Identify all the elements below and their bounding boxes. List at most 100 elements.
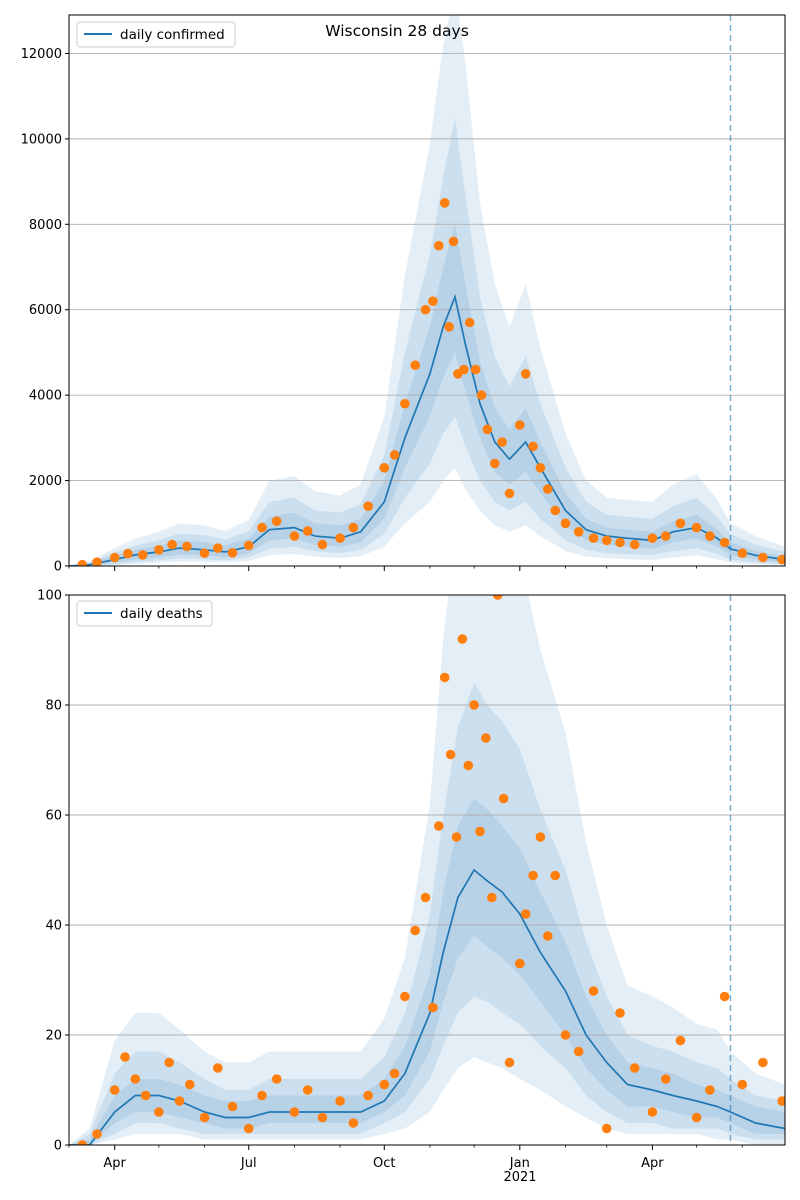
deaths-data-point bbox=[130, 1074, 141, 1084]
deaths-data-point bbox=[719, 991, 730, 1002]
deaths-data-point bbox=[550, 870, 560, 881]
confirmed-data-point bbox=[137, 550, 148, 560]
confirmed-panel: 0 2000 4000 6000 8000 10000 12000 daily confir… bbox=[21, 14, 786, 575]
deaths-data-point bbox=[77, 1140, 88, 1145]
deaths-data-point bbox=[174, 1096, 185, 1106]
confirmed-data-point bbox=[154, 545, 164, 555]
deaths-data-point bbox=[660, 1074, 671, 1084]
deaths-data-point bbox=[199, 1112, 210, 1123]
confirmed-data-point bbox=[647, 533, 658, 543]
confirmed-data-point bbox=[109, 552, 120, 563]
deaths-data-point bbox=[777, 1096, 785, 1106]
confirmed-data-point bbox=[289, 531, 300, 541]
confirmed-data-point bbox=[777, 554, 785, 565]
deaths-data-point bbox=[154, 1107, 164, 1117]
deaths-data-point bbox=[335, 1096, 345, 1106]
confirmed-data-point bbox=[504, 488, 515, 499]
confirmed-data-point bbox=[227, 548, 238, 558]
confirmed-data-point bbox=[348, 522, 359, 533]
deaths-data-point bbox=[120, 1052, 130, 1062]
deaths-data-point bbox=[363, 1090, 373, 1101]
deaths-y-tick-label: 60 bbox=[45, 809, 62, 824]
deaths-data-point bbox=[535, 832, 546, 842]
confirmed-y-ticks: 0 2000 4000 6000 8000 10000 12000 bbox=[21, 47, 69, 575]
deaths-data-point bbox=[185, 1079, 195, 1090]
deaths-data-point bbox=[543, 931, 553, 941]
confirmed-data-point bbox=[629, 539, 640, 550]
deaths-data-point bbox=[348, 1118, 359, 1128]
confirmed-data-point bbox=[439, 198, 450, 208]
confirmed-legend-box bbox=[76, 21, 236, 48]
deaths-data-point bbox=[379, 1079, 390, 1090]
x-tick-label: Jan bbox=[509, 1156, 530, 1171]
deaths-axes-frame bbox=[68, 594, 786, 1146]
confirmed-data-point bbox=[588, 533, 599, 543]
deaths-legend: daily deaths bbox=[76, 600, 213, 627]
deaths-data-point bbox=[588, 986, 599, 996]
confirmed-data-point bbox=[167, 539, 177, 550]
deaths-data-point bbox=[317, 1112, 328, 1123]
confirmed-data-point bbox=[705, 531, 715, 541]
deaths-series-line bbox=[69, 868, 785, 1145]
confirmed-data-point bbox=[92, 557, 102, 566]
deaths-data-point bbox=[520, 909, 531, 919]
confirmed-data-point bbox=[675, 518, 686, 529]
confirmed-data-point bbox=[428, 296, 438, 307]
confirmed-data-point bbox=[476, 390, 487, 400]
confirmed-data-point bbox=[182, 541, 192, 552]
x-axis-year-label: 2021 bbox=[503, 1170, 536, 1185]
confirmed-data-point bbox=[213, 543, 223, 553]
deaths-scatter-points bbox=[77, 595, 785, 1145]
confirmed-data-point bbox=[560, 518, 571, 529]
deaths-data-point bbox=[487, 892, 497, 903]
deaths-y-tick-label: 0 bbox=[54, 1139, 62, 1154]
confirmed-data-point bbox=[615, 537, 625, 548]
deaths-band-mid bbox=[69, 683, 785, 1145]
confirmed-data-point bbox=[271, 516, 282, 526]
confirmed-y-tick-label: 4000 bbox=[29, 389, 62, 404]
confirmed-data-point bbox=[448, 236, 459, 247]
deaths-data-point bbox=[243, 1123, 254, 1134]
confirmed-data-point bbox=[363, 501, 373, 512]
confirmed-data-point bbox=[535, 463, 546, 473]
deaths-data-point bbox=[213, 1063, 223, 1073]
deaths-data-point bbox=[705, 1085, 715, 1095]
deaths-data-point bbox=[257, 1090, 267, 1101]
confirmed-data-point bbox=[520, 369, 531, 379]
deaths-data-point bbox=[737, 1079, 748, 1090]
deaths-data-point bbox=[389, 1068, 400, 1079]
deaths-y-tick-label: 20 bbox=[45, 1029, 62, 1044]
deaths-panel: 0 20 40 60 80 100 Apr Jul Oct Jan Apr daily death… bbox=[37, 589, 786, 1185]
x-tick-label: Apr bbox=[103, 1156, 126, 1171]
confirmed-data-point bbox=[470, 364, 481, 375]
deaths-data-point bbox=[227, 1101, 238, 1112]
confirmed-data-point bbox=[302, 526, 313, 536]
confirmed-legend-label: daily confirmed bbox=[120, 27, 225, 43]
deaths-data-point bbox=[451, 832, 462, 842]
deaths-data-point bbox=[140, 1090, 151, 1101]
confirmed-data-point bbox=[389, 450, 400, 460]
deaths-data-point bbox=[439, 672, 450, 683]
confirmed-data-point bbox=[543, 484, 553, 494]
confirmed-data-point bbox=[379, 463, 390, 473]
deaths-data-point bbox=[271, 1074, 282, 1084]
confirmed-data-point bbox=[77, 559, 88, 566]
confirmed-data-point bbox=[410, 360, 421, 371]
deaths-data-point bbox=[691, 1112, 702, 1123]
deaths-data-point bbox=[515, 958, 525, 969]
confirmed-data-point bbox=[719, 537, 730, 548]
confirmed-data-point bbox=[444, 322, 454, 332]
deaths-y-tick-label: 80 bbox=[45, 699, 62, 714]
deaths-data-point bbox=[109, 1085, 120, 1095]
confirmed-data-point bbox=[335, 533, 345, 543]
x-tick-label: Oct bbox=[373, 1156, 395, 1171]
deaths-y-tick-label: 100 bbox=[37, 589, 62, 604]
deaths-data-point bbox=[758, 1057, 768, 1068]
deaths-data-point bbox=[629, 1063, 640, 1073]
confirmed-y-tick-label: 6000 bbox=[29, 303, 62, 318]
deaths-gridlines bbox=[69, 704, 785, 1036]
deaths-data-point bbox=[675, 1035, 686, 1046]
deaths-y-tick-label: 40 bbox=[45, 919, 62, 934]
deaths-legend-box bbox=[76, 600, 213, 627]
